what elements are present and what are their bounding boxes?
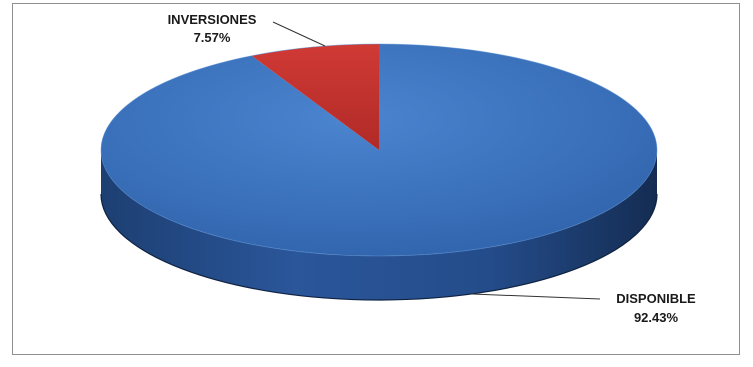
pie-top-rim xyxy=(100,43,658,257)
slice-label-inversiones: INVERSIONES xyxy=(168,12,257,27)
slice-inversiones xyxy=(251,44,379,150)
slice-label-disponible: DISPONIBLE xyxy=(616,291,696,306)
leader-line-disponible xyxy=(471,293,601,300)
slice-side-disponible xyxy=(101,150,657,300)
slice-value-inversiones: 7.57% xyxy=(194,30,231,45)
slice-disponible xyxy=(100,44,657,256)
slice-value-disponible: 92.43% xyxy=(634,310,679,325)
pie-bottom-edge xyxy=(100,193,658,301)
leader-line-inversiones xyxy=(272,21,326,47)
